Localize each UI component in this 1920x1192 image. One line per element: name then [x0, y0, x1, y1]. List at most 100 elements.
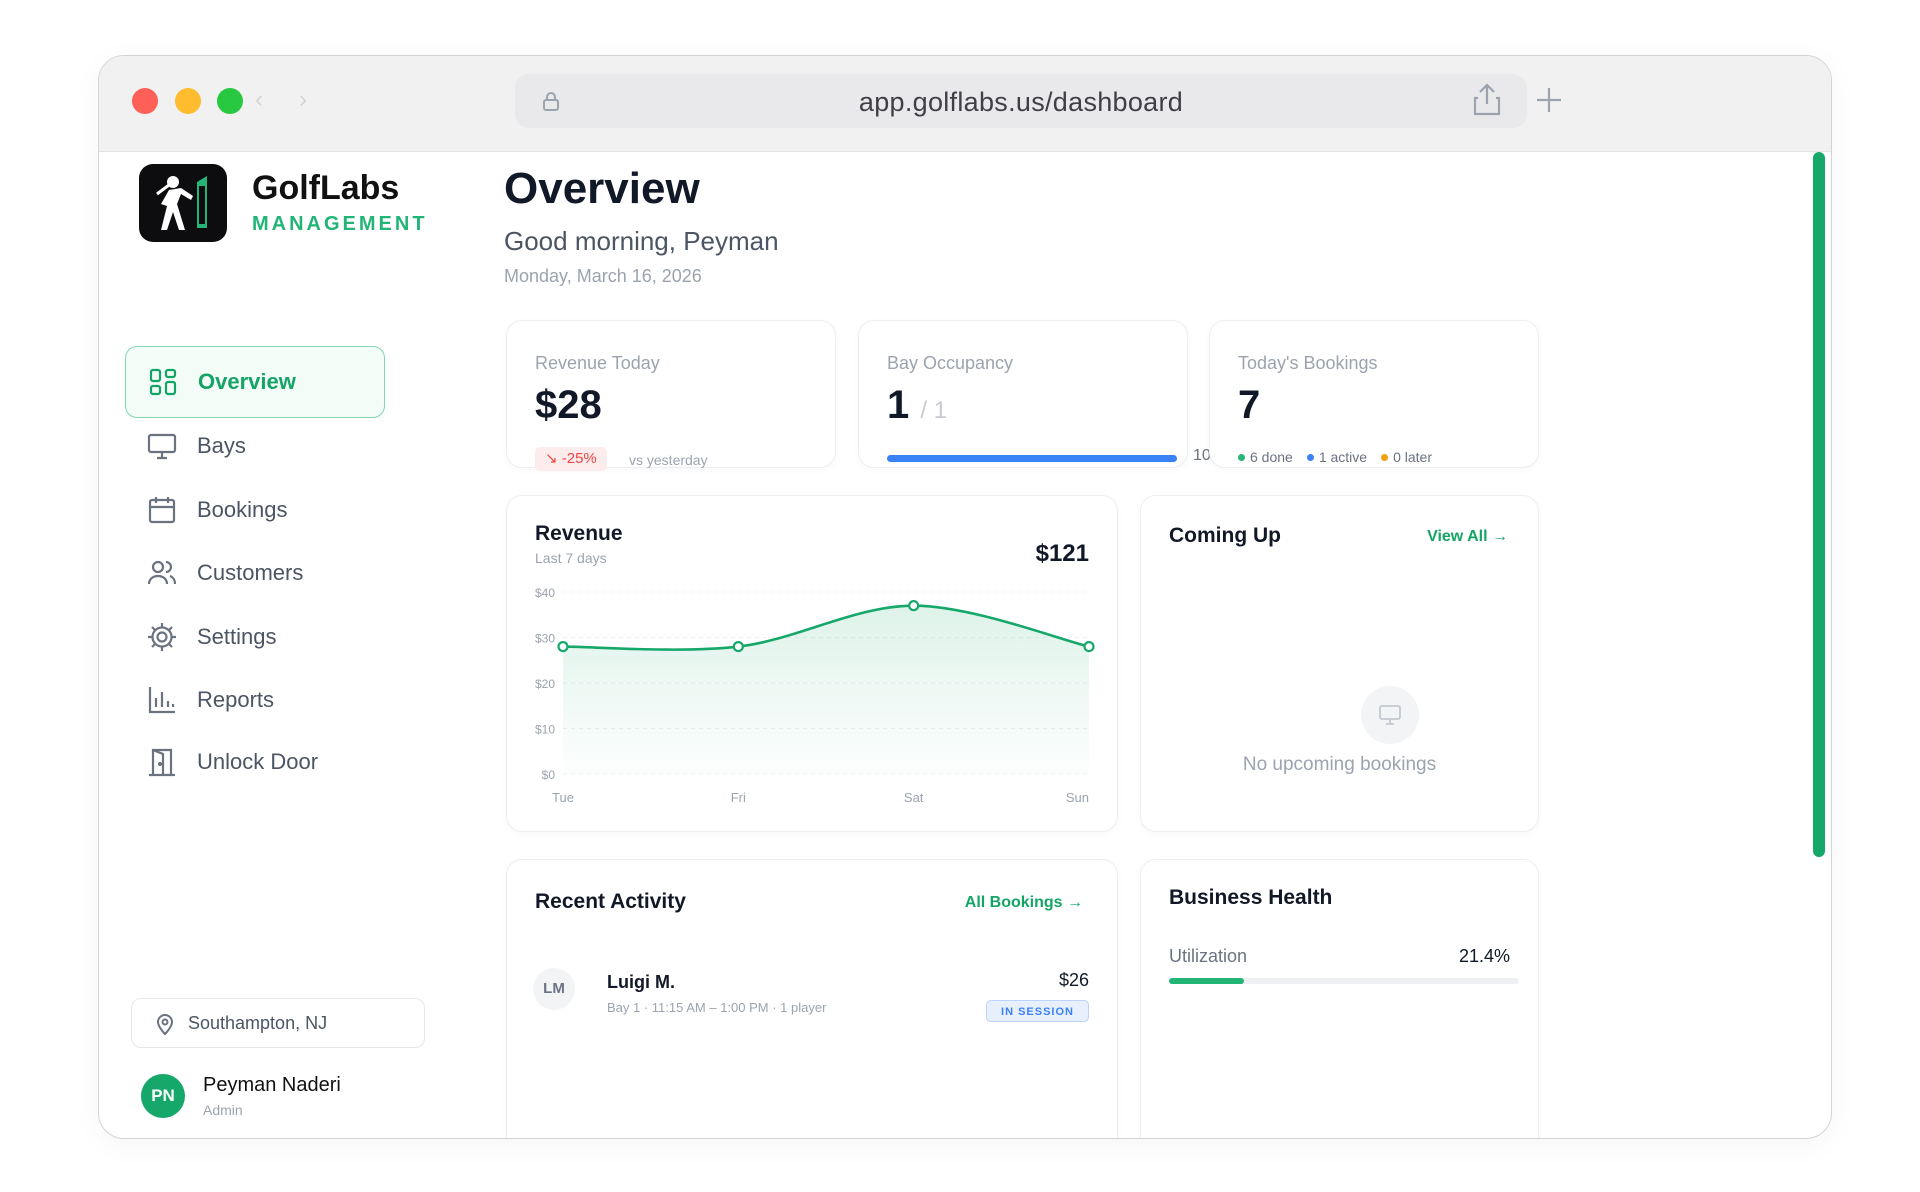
browser-window: ‹ › app.golflabs.us/dashboard GolfLabs M… [98, 55, 1832, 1139]
users-icon [147, 560, 177, 585]
occupancy-total: / 1 [920, 397, 948, 424]
legend-label: 0 later [1393, 449, 1432, 465]
status-badge: IN SESSION [986, 1000, 1089, 1022]
sidebar-item-label: Settings [197, 624, 277, 649]
page-scrollbar[interactable] [1813, 152, 1825, 857]
legend-active: 1 active [1306, 449, 1368, 465]
page-title: Overview [504, 164, 700, 213]
card-subtitle: Last 7 days [535, 550, 607, 566]
browser-titlebar: ‹ › app.golflabs.us/dashboard [99, 56, 1831, 152]
blue-dot-icon [1306, 453, 1314, 461]
empty-state-icon [1361, 686, 1419, 744]
minimize-window-button[interactable] [175, 88, 201, 114]
brand-logo [139, 164, 227, 242]
utilization-progress-fill [1169, 978, 1244, 984]
avatar: LM [533, 968, 575, 1010]
sidebar-item-label: Unlock Door [197, 749, 319, 774]
grid-icon [149, 368, 177, 396]
sidebar-item-label: Reports [197, 687, 275, 712]
sidebar-item-overview[interactable]: Overview [125, 346, 385, 418]
sidebar-item-label: Overview [198, 369, 296, 394]
legend-done: 6 done [1238, 449, 1293, 465]
close-window-button[interactable] [132, 88, 158, 114]
coming-up-card: Coming Up View All → No upcoming booking… [1140, 495, 1539, 832]
y-tick-label: $10 [535, 723, 555, 737]
series-line [562, 604, 1090, 651]
share-icon[interactable] [1467, 80, 1507, 120]
green-dot-icon [1238, 453, 1245, 461]
card-title: Coming Up [1169, 524, 1281, 547]
amber-dot-icon [1381, 453, 1389, 461]
trend-down-icon: ↘ [545, 450, 562, 467]
sidebar-item-settings[interactable]: Settings [125, 601, 385, 673]
card-title: Recent Activity [535, 890, 686, 913]
address-bar[interactable]: app.golflabs.us/dashboard [515, 74, 1527, 128]
stat-value: 1 / 1 [887, 383, 947, 428]
legend-label: 1 active [1318, 449, 1368, 465]
new-tab-icon[interactable] [1529, 80, 1569, 120]
booking-amount: $26 [1058, 970, 1089, 990]
gear-icon [148, 623, 176, 651]
zoom-window-button[interactable] [217, 88, 243, 114]
brand-name: GolfLabs [252, 169, 400, 207]
revenue-chart: $0 $10 $20 $30 $40 Tue Fri Sat Sun [535, 586, 1095, 805]
view-all-link[interactable]: View All → [1427, 528, 1508, 545]
card-title: Business Health [1169, 886, 1333, 909]
bar-chart-icon [148, 687, 175, 714]
utilization-label: Utilization [1169, 946, 1248, 966]
map-pin-icon [156, 1014, 174, 1036]
series-area [563, 605, 1089, 774]
avatar[interactable]: PN [141, 1074, 185, 1118]
revenue-total: $121 [1035, 540, 1089, 567]
monitor-icon [1379, 705, 1401, 725]
x-tick-label: Fri [731, 790, 746, 805]
x-tick-label: Tue [552, 790, 574, 805]
sidebar-item-bookings[interactable]: Bookings [125, 474, 385, 546]
revenue-chart-card: Revenue Last 7 days $121 $0 $10 $20 $30 $40 T… [506, 495, 1118, 832]
sidebar-item-label: Bookings [197, 497, 288, 522]
data-point [732, 641, 744, 653]
bookings-breakdown: 6 done 1 active 0 later [1238, 449, 1432, 465]
x-tick-label: Sat [904, 790, 924, 805]
greeting: Good morning, Peyman [504, 226, 779, 256]
stat-value: 7 [1238, 383, 1261, 427]
user-name: Peyman Naderi [203, 1074, 341, 1096]
utilization-progress [1169, 978, 1519, 984]
utilization-value: 21.4% [1458, 946, 1510, 966]
change-note: vs yesterday [629, 452, 708, 468]
monitor-icon [147, 433, 177, 460]
stat-value: $28 [535, 383, 602, 427]
data-point [908, 600, 920, 612]
sidebar-item-label: Customers [197, 560, 304, 585]
y-tick-label: $0 [542, 768, 556, 782]
y-tick-label: $40 [535, 586, 555, 600]
empty-state-text: No upcoming bookings [1242, 754, 1437, 775]
current-date: Monday, March 16, 2026 [504, 266, 702, 286]
sidebar-item-label: Bays [197, 433, 246, 458]
brand-subtitle: MANAGEMENT [252, 213, 428, 235]
occupancy-progress [887, 455, 1177, 462]
change-badge: ↘ -25% [535, 447, 607, 471]
legend-label: 6 done [1250, 449, 1293, 465]
forward-arrow-icon[interactable]: › [299, 86, 307, 113]
data-point [557, 641, 569, 653]
door-icon [149, 748, 175, 777]
customer-name: Luigi M. [607, 972, 675, 992]
all-bookings-link[interactable]: All Bookings → [964, 894, 1083, 911]
user-role: Admin [203, 1102, 243, 1118]
y-tick-label: $30 [535, 632, 555, 646]
back-arrow-icon[interactable]: ‹ [255, 86, 263, 113]
location-selector[interactable]: Southampton, NJ [131, 998, 425, 1048]
lock-icon [543, 92, 559, 111]
stat-label: Revenue Today [535, 353, 660, 373]
card-title: Revenue [535, 522, 623, 545]
revenue-today-card[interactable]: Revenue Today $28 ↘ -25% vs yesterday [506, 320, 836, 471]
bay-occupancy-card[interactable]: Bay Occupancy 1 / 1 100% [858, 320, 1234, 468]
sidebar-item-unlock-door[interactable]: Unlock Door [125, 726, 385, 798]
sidebar-item-bays[interactable]: Bays [125, 410, 385, 482]
sidebar-item-customers[interactable]: Customers [125, 537, 385, 609]
occupancy-value: 1 [887, 383, 910, 427]
todays-bookings-card[interactable]: Today's Bookings 7 6 done 1 active 0 lat… [1209, 320, 1539, 468]
business-health-card: Business Health Utilization 21.4% [1140, 859, 1539, 1138]
sidebar-item-reports[interactable]: Reports [125, 664, 385, 736]
